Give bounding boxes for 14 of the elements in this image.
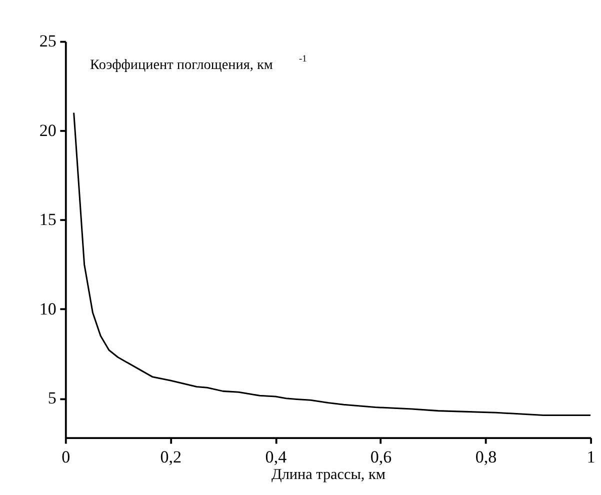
x-tick-label: 0,4 xyxy=(265,448,288,467)
text: Коэффициент поглощения, км-1 xyxy=(90,54,307,73)
y-tick-label: 10 xyxy=(39,299,56,318)
y-tick-label: 25 xyxy=(39,32,56,51)
x-tick-label: 0 xyxy=(62,448,70,467)
line-series xyxy=(73,112,591,416)
y-tick-label: 15 xyxy=(39,210,56,230)
y-tick-label: 5 xyxy=(48,388,56,408)
x-tick-label: 0,6 xyxy=(370,448,392,467)
y-tick-label: 20 xyxy=(39,120,56,140)
x-axis-title: Длина трассы, км xyxy=(271,466,386,483)
x-tick-label: 0,8 xyxy=(475,448,497,467)
x-tick-label: 0,2 xyxy=(160,448,182,467)
x-tick-label: 1 xyxy=(586,448,596,467)
